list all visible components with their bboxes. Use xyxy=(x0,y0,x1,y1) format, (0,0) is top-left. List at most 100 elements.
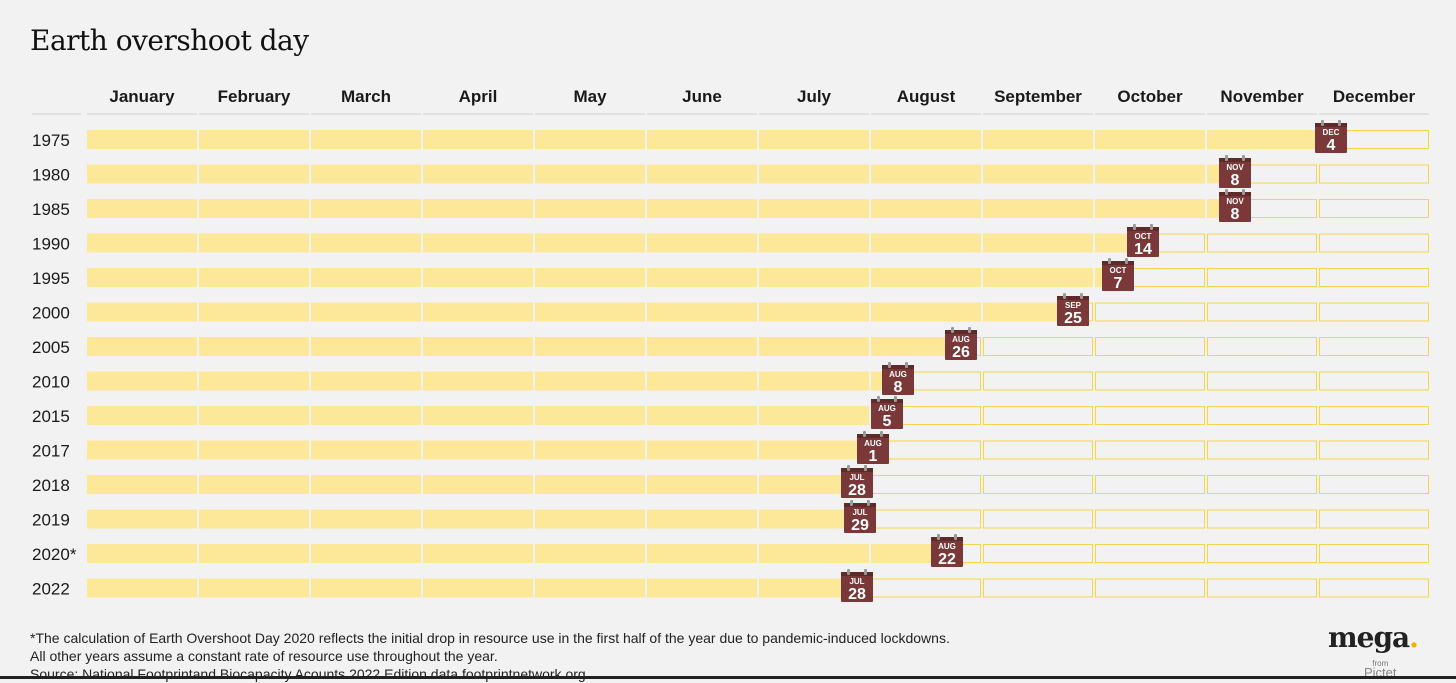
empty-month-bar xyxy=(983,544,1093,563)
year-label: 2000 xyxy=(32,304,70,323)
calendar-icon xyxy=(882,365,914,395)
empty-month-bar xyxy=(1207,337,1317,356)
empty-month-bar xyxy=(1319,268,1429,287)
calendar-header-strip xyxy=(1219,158,1251,162)
filled-month-bar xyxy=(311,406,421,425)
calendar-day: 8 xyxy=(894,379,903,396)
filled-month-bar xyxy=(535,544,645,563)
filled-month-bar xyxy=(423,233,533,253)
empty-month-bar xyxy=(1207,371,1317,391)
filled-month-bar xyxy=(199,302,309,322)
filled-month-bar xyxy=(647,371,757,391)
footnote-source: Source: National Footprintand Biocapacit… xyxy=(30,666,586,682)
calendar-icon xyxy=(857,434,889,464)
filled-month-bar xyxy=(871,199,981,218)
calendar-ring xyxy=(880,431,883,437)
month-header: March xyxy=(341,87,391,106)
filled-month-bar xyxy=(87,475,197,494)
calendar-ring xyxy=(850,500,853,506)
empty-month-bar xyxy=(1319,371,1429,391)
empty-month-bar xyxy=(1095,475,1205,494)
calendar-icon xyxy=(1219,158,1251,188)
calendar-ring xyxy=(951,327,954,333)
filled-month-bar xyxy=(1095,199,1205,218)
empty-month-bar xyxy=(983,337,1093,356)
filled-month-bar xyxy=(311,199,421,218)
calendar-icon xyxy=(844,503,876,533)
filled-month-bar xyxy=(983,268,1093,287)
calendar-ring xyxy=(1321,120,1324,126)
calendar-day: 1 xyxy=(869,448,878,465)
year-label: 1985 xyxy=(32,200,70,219)
filled-month-bar xyxy=(647,268,757,287)
empty-month-bar xyxy=(1319,440,1429,460)
calendar-ring xyxy=(1338,120,1341,126)
calendar-ring xyxy=(1063,293,1066,299)
filled-month-bar xyxy=(647,475,757,494)
empty-month-bar xyxy=(1095,509,1205,529)
calendar-ring xyxy=(1125,258,1128,264)
empty-month-bar xyxy=(983,371,1093,391)
filled-month-bar xyxy=(311,130,421,149)
calendar-month: AUG xyxy=(938,542,956,551)
filled-month-bar xyxy=(423,475,533,494)
empty-month-bar xyxy=(1095,440,1205,460)
calendar-ring xyxy=(894,396,897,402)
year-label: 2017 xyxy=(32,442,70,461)
calendar-month: AUG xyxy=(878,404,896,413)
filled-month-bar xyxy=(647,302,757,322)
partial-month-bar xyxy=(759,475,857,494)
calendar-header-strip xyxy=(931,537,963,541)
filled-month-bar xyxy=(1207,130,1317,149)
footnote: *The calculation of Earth Overshoot Day … xyxy=(30,629,1130,683)
calendar-ring xyxy=(968,327,971,333)
filled-month-bar xyxy=(871,130,981,149)
filled-month-bar xyxy=(871,233,981,253)
calendar-header-strip xyxy=(1219,192,1251,196)
logo-brand: Pictet xyxy=(1364,665,1397,680)
filled-month-bar xyxy=(423,199,533,218)
footnote-line-2: All other years assume a constant rate o… xyxy=(30,648,498,664)
calendar-month: SEP xyxy=(1065,301,1082,310)
calendar-month: NOV xyxy=(1226,197,1244,206)
year-label: 2015 xyxy=(32,407,70,426)
page-title: Earth overshoot day xyxy=(30,24,309,57)
filled-month-bar xyxy=(87,544,197,563)
filled-month-bar xyxy=(311,268,421,287)
year-label: 1995 xyxy=(32,269,70,288)
calendar-day: 28 xyxy=(848,586,866,603)
filled-month-bar xyxy=(759,371,869,391)
filled-month-bar xyxy=(759,337,869,356)
filled-month-bar xyxy=(423,544,533,563)
empty-month-bar xyxy=(1319,544,1429,563)
calendar-header-strip xyxy=(844,503,876,507)
calendar-header-strip xyxy=(1057,296,1089,300)
filled-month-bar xyxy=(199,233,309,253)
calendar-month: JUL xyxy=(852,508,867,517)
filled-month-bar xyxy=(87,440,197,460)
year-label: 2019 xyxy=(32,511,70,530)
filled-month-bar xyxy=(423,371,533,391)
calendar-ring xyxy=(1225,155,1228,161)
calendar-icon xyxy=(871,399,903,429)
empty-month-bar xyxy=(1319,199,1429,218)
partial-month-bar xyxy=(759,509,860,529)
empty-month-bar xyxy=(1095,406,1205,425)
month-header: April xyxy=(459,87,498,106)
calendar-month: NOV xyxy=(1226,163,1244,172)
filled-month-bar xyxy=(535,509,645,529)
year-label: 2005 xyxy=(32,338,70,357)
empty-month-bar xyxy=(1207,578,1317,598)
year-label: 2018 xyxy=(32,476,70,495)
filled-month-bar xyxy=(535,371,645,391)
filled-month-bar xyxy=(87,302,197,322)
empty-month-bar xyxy=(1319,302,1429,322)
calendar-ring xyxy=(1133,224,1136,230)
calendar-icon xyxy=(1315,123,1347,153)
filled-month-bar xyxy=(87,406,197,425)
calendar-ring xyxy=(905,362,908,368)
filled-month-bar xyxy=(647,544,757,563)
calendar-header-strip xyxy=(841,572,873,576)
calendar-day: 26 xyxy=(952,344,970,361)
filled-month-bar xyxy=(983,164,1093,184)
